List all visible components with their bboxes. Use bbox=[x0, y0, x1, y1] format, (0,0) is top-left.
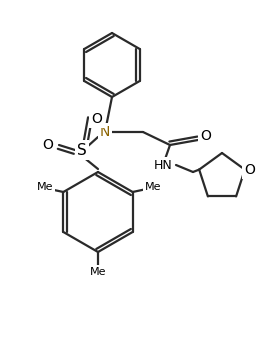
Text: O: O bbox=[201, 129, 212, 143]
Text: O: O bbox=[92, 112, 102, 126]
Text: Me: Me bbox=[144, 182, 161, 192]
Text: Me: Me bbox=[37, 182, 54, 192]
Text: HN: HN bbox=[154, 158, 172, 171]
Text: Me: Me bbox=[90, 267, 106, 277]
Text: N: N bbox=[100, 125, 110, 139]
Text: O: O bbox=[244, 163, 255, 177]
Text: S: S bbox=[77, 143, 87, 158]
Text: O: O bbox=[42, 138, 53, 152]
